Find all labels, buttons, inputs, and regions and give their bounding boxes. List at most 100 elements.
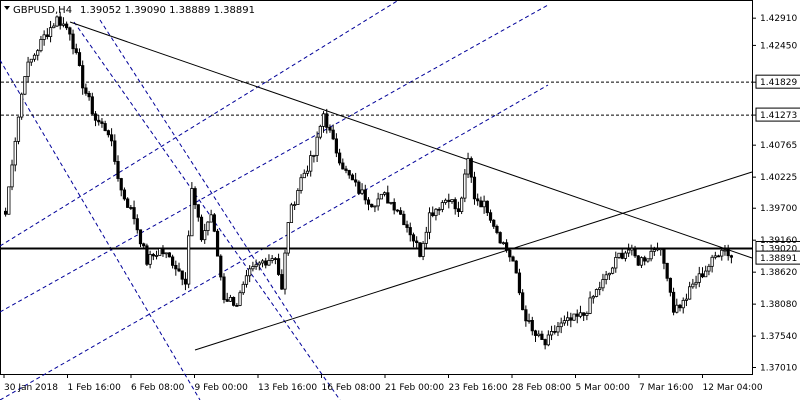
candle-body [174, 264, 178, 270]
candle-body [87, 92, 91, 98]
candle-body [492, 219, 496, 227]
candle-body [65, 23, 69, 29]
candle-body [617, 252, 621, 258]
candle-body [135, 218, 139, 231]
candle-body [389, 201, 393, 204]
candle-body [286, 222, 290, 254]
candle-body [610, 267, 615, 274]
candle-body [527, 320, 531, 322]
candles [4, 11, 733, 350]
candle-body [553, 331, 557, 333]
price-axis: 1.42910 1.42450 1.40765 1.40225 1.39700 1.391… [752, 14, 797, 373]
channel-line-4[interactable] [73, 21, 341, 400]
candle-body [598, 287, 602, 290]
candle-body [443, 199, 448, 203]
candle-body [585, 312, 589, 316]
candle-body [100, 121, 104, 124]
candle-body [299, 177, 303, 191]
candle-body [418, 242, 422, 257]
x-tick-label: 21 Feb 00:00 [385, 383, 444, 393]
candle-body [126, 198, 130, 208]
collapse-triangle-icon[interactable] [4, 6, 10, 10]
candle-body [675, 304, 679, 313]
ascending-trendline[interactable] [194, 171, 753, 351]
x-tick-label: 30 Jan 2018 [4, 383, 58, 393]
candle-body [48, 27, 53, 37]
channel-line-1[interactable] [0, 0, 415, 247]
candle-body [399, 210, 403, 215]
candle-body [691, 283, 695, 288]
candle-body [566, 317, 570, 322]
candle-body [7, 186, 11, 215]
channel-line-5[interactable] [0, 59, 201, 400]
candle-body [479, 200, 483, 208]
candle-body [16, 116, 21, 142]
level-label: 1.39020 [760, 244, 797, 254]
candle-body [196, 204, 200, 218]
candle-body [447, 199, 451, 203]
candle-body [559, 322, 563, 328]
candle-body [463, 173, 467, 199]
channel-line-3[interactable] [0, 84, 549, 400]
x-tick-label: 16 Feb 08:00 [322, 383, 381, 393]
descending-trendline[interactable] [69, 21, 753, 259]
candle-body [39, 39, 43, 52]
candle-body [180, 270, 184, 280]
candle-body [405, 224, 409, 228]
candle-body [543, 339, 547, 346]
candle-body [254, 264, 258, 267]
candle-body [138, 229, 143, 245]
candle-body [431, 212, 435, 216]
y-tick-label: 1.42910 [760, 14, 797, 24]
candle-body [225, 299, 229, 302]
candle-body [129, 207, 133, 209]
candle-body [453, 199, 457, 210]
candle-body [328, 126, 332, 131]
candle-body [90, 96, 94, 115]
candle-body [729, 255, 733, 258]
candle-body [643, 257, 647, 262]
y-tick-label: 1.38620 [760, 268, 797, 278]
x-tick-label: 28 Feb 08:00 [512, 383, 571, 393]
candle-body [61, 23, 66, 26]
candle-body [312, 155, 316, 157]
candle-body [305, 170, 310, 174]
candle-body [521, 292, 525, 311]
channel-line-6[interactable] [99, 19, 301, 331]
candle-body [244, 275, 249, 285]
candle-body [248, 268, 252, 277]
candle-body [158, 248, 162, 256]
candle-body [42, 34, 46, 40]
candle-body [97, 119, 101, 123]
candle-body [476, 198, 480, 202]
candle-body [315, 136, 319, 156]
candle-body [344, 168, 348, 171]
candle-body [151, 254, 155, 257]
candle-body [549, 331, 554, 336]
y-tick-label: 1.37010 [760, 363, 797, 373]
candle-body [296, 190, 300, 205]
candle-body [649, 250, 653, 260]
candle-body [270, 258, 274, 261]
candle-body [215, 230, 220, 257]
candle-body [408, 227, 412, 236]
candle-body [20, 93, 24, 118]
candle-body [29, 58, 33, 63]
candle-body [678, 304, 682, 309]
candle-body [26, 61, 30, 77]
candle-body [366, 199, 371, 205]
candle-body [354, 179, 358, 183]
candle-body [415, 240, 419, 244]
candle-body [116, 161, 120, 179]
candle-body [148, 254, 152, 265]
candle-body [187, 235, 191, 285]
candle-body [203, 230, 207, 241]
candle-body [109, 134, 114, 142]
candle-body [697, 273, 701, 283]
x-tick-label: 23 Feb 16:00 [449, 383, 508, 393]
candle-body [183, 278, 188, 285]
candle-body [177, 268, 181, 272]
candle-body [450, 199, 454, 203]
